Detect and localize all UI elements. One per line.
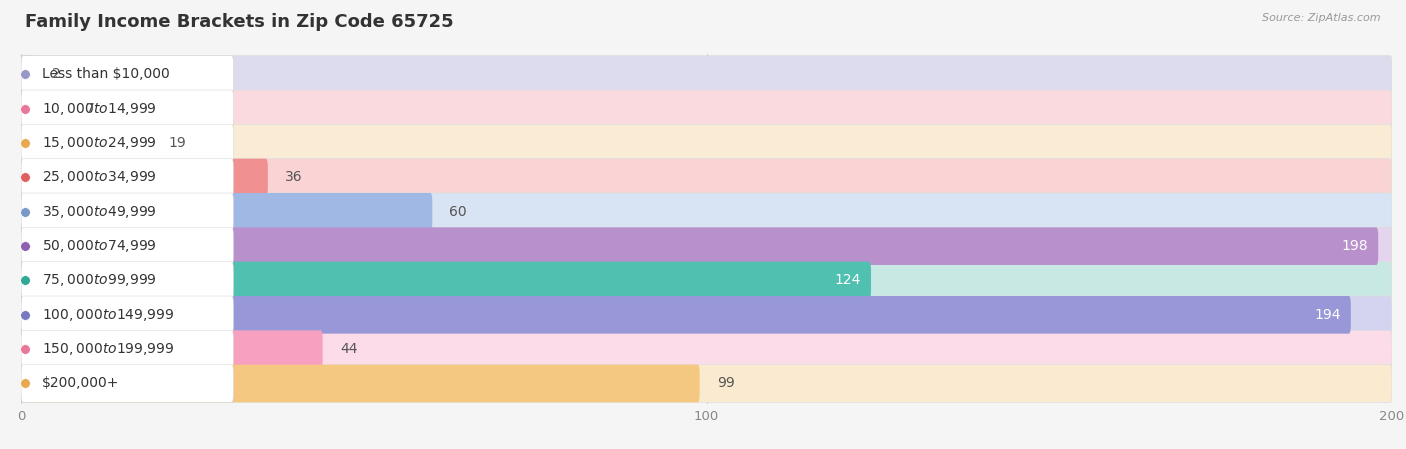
FancyBboxPatch shape xyxy=(21,56,1392,93)
Text: 19: 19 xyxy=(169,136,186,150)
FancyBboxPatch shape xyxy=(21,193,1392,231)
FancyBboxPatch shape xyxy=(21,330,322,368)
FancyBboxPatch shape xyxy=(21,90,1392,128)
Bar xyxy=(21,298,1392,332)
FancyBboxPatch shape xyxy=(21,124,233,162)
Bar xyxy=(21,263,1392,298)
Text: 7: 7 xyxy=(86,102,96,116)
FancyBboxPatch shape xyxy=(21,296,1392,334)
Bar xyxy=(21,332,1392,366)
Text: 44: 44 xyxy=(340,342,357,356)
FancyBboxPatch shape xyxy=(21,193,233,231)
Bar xyxy=(21,126,1392,160)
Bar xyxy=(21,57,1392,92)
Text: 60: 60 xyxy=(450,205,467,219)
FancyBboxPatch shape xyxy=(21,158,267,196)
FancyBboxPatch shape xyxy=(21,330,1392,368)
Text: $10,000 to $14,999: $10,000 to $14,999 xyxy=(42,101,156,117)
Text: $75,000 to $99,999: $75,000 to $99,999 xyxy=(42,273,156,289)
Text: 2: 2 xyxy=(52,67,60,81)
Text: $35,000 to $49,999: $35,000 to $49,999 xyxy=(42,204,156,220)
FancyBboxPatch shape xyxy=(21,193,432,231)
FancyBboxPatch shape xyxy=(21,365,700,402)
Text: 99: 99 xyxy=(717,377,734,391)
FancyBboxPatch shape xyxy=(21,365,233,402)
Bar xyxy=(21,160,1392,195)
FancyBboxPatch shape xyxy=(21,262,870,299)
Bar xyxy=(21,229,1392,263)
Text: 198: 198 xyxy=(1341,239,1368,253)
Text: Family Income Brackets in Zip Code 65725: Family Income Brackets in Zip Code 65725 xyxy=(25,13,454,31)
FancyBboxPatch shape xyxy=(21,227,233,265)
FancyBboxPatch shape xyxy=(21,330,233,368)
Text: $25,000 to $34,999: $25,000 to $34,999 xyxy=(42,169,156,185)
Text: Source: ZipAtlas.com: Source: ZipAtlas.com xyxy=(1263,13,1381,23)
FancyBboxPatch shape xyxy=(21,124,1392,162)
Text: 36: 36 xyxy=(285,171,302,185)
FancyBboxPatch shape xyxy=(21,296,233,334)
FancyBboxPatch shape xyxy=(21,227,1392,265)
FancyBboxPatch shape xyxy=(21,296,1351,334)
FancyBboxPatch shape xyxy=(21,124,152,162)
Text: 194: 194 xyxy=(1315,308,1340,322)
Bar xyxy=(21,195,1392,229)
FancyBboxPatch shape xyxy=(21,90,233,128)
FancyBboxPatch shape xyxy=(21,365,1392,402)
Bar xyxy=(21,366,1392,401)
FancyBboxPatch shape xyxy=(21,227,1378,265)
Bar xyxy=(21,92,1392,126)
FancyBboxPatch shape xyxy=(21,56,233,93)
Text: $200,000+: $200,000+ xyxy=(42,377,120,391)
Text: 124: 124 xyxy=(834,273,860,287)
Text: $50,000 to $74,999: $50,000 to $74,999 xyxy=(42,238,156,254)
FancyBboxPatch shape xyxy=(21,90,69,128)
Text: $150,000 to $199,999: $150,000 to $199,999 xyxy=(42,341,174,357)
Text: $15,000 to $24,999: $15,000 to $24,999 xyxy=(42,135,156,151)
FancyBboxPatch shape xyxy=(21,56,35,93)
Text: $100,000 to $149,999: $100,000 to $149,999 xyxy=(42,307,174,323)
FancyBboxPatch shape xyxy=(21,158,233,196)
FancyBboxPatch shape xyxy=(21,262,1392,299)
FancyBboxPatch shape xyxy=(21,158,1392,196)
Text: Less than $10,000: Less than $10,000 xyxy=(42,67,170,81)
FancyBboxPatch shape xyxy=(21,262,233,299)
